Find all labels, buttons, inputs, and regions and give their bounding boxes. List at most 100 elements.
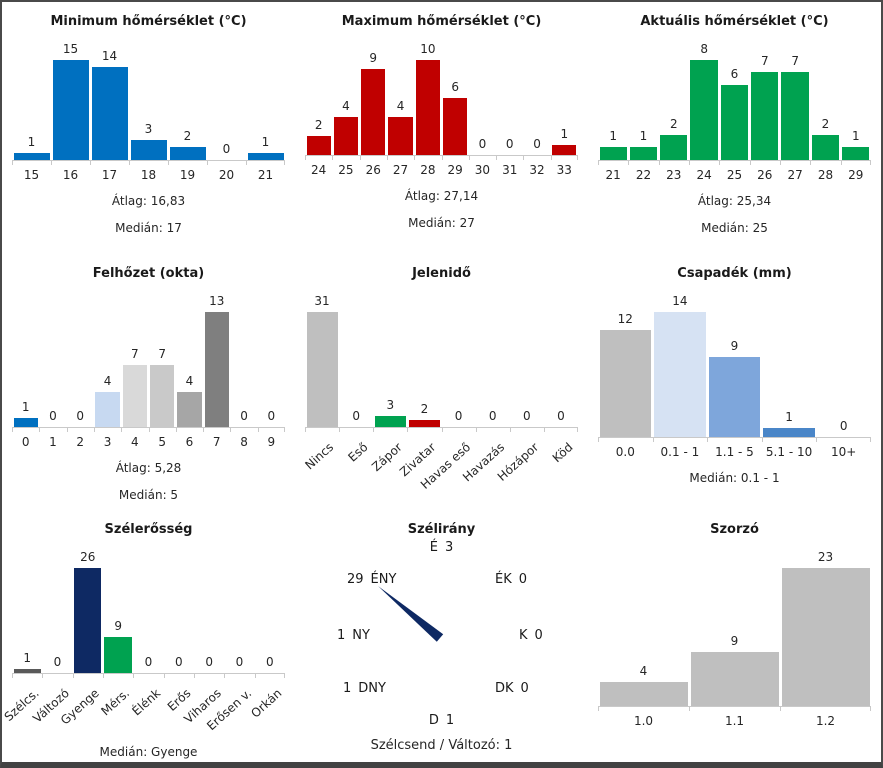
x-tick-label: 18	[129, 168, 168, 183]
x-tick-label-text: Eső	[345, 440, 371, 465]
axis-tick	[246, 161, 247, 165]
x-tick-label: 5.1 - 10	[762, 445, 817, 460]
compass-needle-icon	[378, 586, 444, 642]
plot-area: 1 0 0 4 7 7 4 13 0 0	[12, 292, 285, 427]
bar-value-label: 1	[23, 651, 31, 665]
axis-tick	[749, 161, 751, 165]
bar-value-label: 4	[103, 374, 112, 388]
x-tick-label-text: 20	[218, 168, 235, 182]
axis-tick	[93, 428, 95, 432]
x-tick-label: 0.0	[598, 445, 653, 460]
axis-tick	[373, 428, 375, 432]
bar-value-label: 6	[451, 80, 459, 94]
x-tick-label-text: 25	[726, 168, 743, 182]
axis-tick	[148, 428, 150, 432]
axis-tick	[133, 674, 135, 678]
axis-tick	[284, 428, 285, 432]
axis-tick	[284, 674, 285, 678]
bar-value-label: 13	[209, 294, 225, 308]
chart-title: Szélirány	[407, 522, 476, 537]
compass-dir-w: 1 NY	[337, 628, 370, 643]
x-axis	[598, 160, 871, 166]
x-tick-label-text: 7	[212, 435, 221, 449]
x-tick-label-text: 21	[605, 168, 621, 182]
x-tick-label-text: 26	[757, 168, 773, 182]
bar	[122, 365, 147, 427]
x-tick-label: 5	[148, 435, 175, 450]
bar-slot: 0	[816, 419, 871, 437]
x-tick-label-text: 1.0	[633, 714, 654, 728]
bar	[333, 117, 359, 155]
x-tick-label-text: 10+	[831, 445, 857, 459]
x-tick-label-text: 30	[474, 163, 491, 177]
bar-value-label: 0	[839, 419, 848, 433]
axis-tick	[305, 156, 306, 160]
x-tick-label: 23	[659, 168, 689, 183]
bar-value-label: 12	[617, 312, 633, 326]
axis-tick	[284, 161, 285, 165]
x-tick-label: 0.1 - 1	[653, 445, 708, 460]
bar	[306, 136, 331, 155]
axis-tick	[658, 161, 660, 165]
x-tick-label: 22	[628, 168, 658, 183]
axis-tick	[652, 438, 654, 442]
chart-title: Szélerősség	[104, 522, 193, 537]
x-tick-label: 24	[305, 163, 332, 178]
x-tick-label: 17	[90, 168, 129, 183]
bar-value-label: 0	[533, 137, 541, 151]
chart-card-present-weather: Jelenidő 31 0 3 2 0 0 0 0 Nincs Eső Zápor Zivatar Ha…	[295, 254, 588, 510]
bar-slot: 14	[653, 294, 708, 437]
bar-value-label: 4	[639, 664, 648, 678]
axis-tick	[230, 428, 232, 432]
axis-tick	[577, 156, 578, 160]
axis-tick	[577, 428, 578, 432]
x-axis	[305, 155, 578, 161]
axis-tick	[475, 428, 477, 432]
bar-value-label: 0	[505, 137, 514, 151]
bar	[91, 67, 128, 160]
axis-tick	[72, 674, 74, 678]
axis-tick	[129, 161, 130, 165]
x-axis	[305, 427, 578, 433]
bar-value-label: 0	[265, 655, 274, 669]
plot-area: 2 4 9 4 10 6 0 0 0 1	[305, 40, 578, 155]
median-stat: Medián: 0.1 - 1	[689, 471, 780, 485]
bar-slot: 0	[476, 409, 510, 427]
bar-value-label: 2	[183, 129, 192, 143]
bar-slot: 1	[12, 651, 42, 673]
bar	[374, 416, 406, 427]
bar	[361, 69, 386, 155]
bar-plot: 1 0 0 4 7 7 4 13 0 0 0 1 2 3 4 5 6 7 8 9	[12, 292, 285, 450]
axis-tick	[550, 156, 552, 160]
axis-tick	[496, 156, 498, 160]
x-tick-label: 28	[414, 163, 441, 178]
bar-value-label: 4	[342, 99, 350, 113]
axis-tick	[12, 161, 13, 165]
bar-slot: 2	[659, 117, 689, 160]
x-tick-label-text: Élénk	[129, 686, 163, 719]
x-tick-label: 28	[810, 168, 840, 183]
bar-slot: 1	[628, 129, 658, 160]
chart-title: Felhőzet (okta)	[92, 266, 205, 281]
bar	[751, 72, 779, 160]
bar-slot: 0	[258, 409, 285, 427]
bar-value-label: 2	[314, 118, 323, 132]
bar-slot: 0	[230, 409, 257, 427]
median-stat: Medián: 27	[408, 216, 475, 230]
bar-value-label: 0	[49, 409, 57, 423]
bar-plot: 1 0 26 9 0 0 0 0 0 Szélcs. Változó Gyenge Mérs. Élénk…	[2, 548, 285, 741]
bar-value-label: 0	[557, 409, 565, 423]
bar-value-label: 8	[700, 42, 708, 56]
bar	[13, 669, 41, 673]
x-tick-label-text: 27	[787, 168, 803, 182]
bar-slot: 9	[707, 339, 762, 437]
bar-slot: 0	[496, 137, 523, 155]
bar-slot: 31	[305, 294, 339, 427]
bar-slot: 0	[469, 137, 496, 155]
bar-slot: 1	[246, 135, 285, 160]
